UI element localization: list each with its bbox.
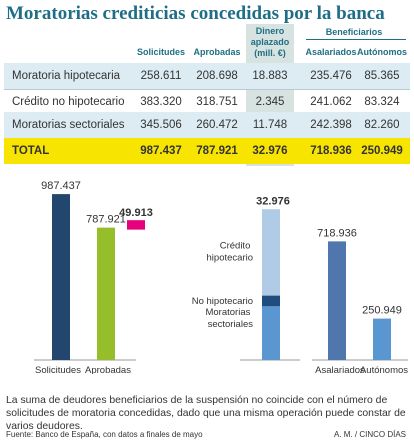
cell-autonomos: 250.949 [361, 145, 403, 157]
segment-label-hipotecario-line2: hipotecario [207, 252, 253, 263]
cell-asalariados: 235.476 [310, 70, 352, 82]
cell-dinero: 32.976 [252, 145, 288, 157]
header-autonomos: Autónomos [357, 47, 407, 57]
cell-solicitudes: 383.320 [140, 96, 182, 108]
bar-solicitudes [52, 194, 70, 360]
bar-aprobadas [97, 227, 115, 360]
bar-label-solicitudes: 987.437 [41, 180, 81, 192]
segment-hipotecario [262, 209, 280, 296]
page-title: Moratorias crediticias concedidas por la… [6, 3, 385, 24]
segment-label-hipotecario: Crédito hipotecario [207, 240, 253, 263]
cell-asalariados: 241.062 [310, 96, 352, 108]
cell-autonomos: 83.324 [364, 96, 400, 108]
credit: A. M. / CINCO DÍAS [333, 430, 406, 439]
cell-solicitudes: 987.437 [140, 145, 182, 157]
header-dinero-line2: aplazado [250, 37, 290, 47]
cell-dinero: 11.748 [252, 119, 288, 131]
header-dinero-line3: (mill. €) [254, 48, 286, 58]
header-dinero: Dinero aplazado (mill. €) [246, 26, 294, 59]
header-beneficiarios: Beneficiarios [325, 27, 383, 37]
charts-area: 987.437 787.921 49.913 Solicitudes Aprob… [34, 180, 408, 374]
header-dinero-line1: Dinero [255, 26, 285, 36]
cell-aprobadas: 260.472 [196, 119, 238, 131]
segment-sectoriales [262, 306, 280, 360]
table-row: Crédito no hipotecario 383.320 318.751 2… [4, 89, 410, 115]
bar-label-aprobadas: 787.921 [86, 214, 126, 226]
cell-asalariados: 718.936 [310, 145, 352, 157]
category-label-solicitudes: Solicitudes [35, 365, 81, 374]
row-label: Moratoria hipotecaria [12, 70, 121, 82]
header-asalariados: Asalariados [305, 47, 357, 57]
header-solicitudes: Solicitudes [136, 47, 185, 57]
table-row-total: TOTAL 987.437 787.921 32.976 718.936 250… [4, 138, 410, 164]
bar-difference [127, 220, 145, 230]
footnote: La suma de deudores beneficiarios de la … [6, 395, 406, 432]
cell-aprobadas: 318.751 [196, 96, 238, 108]
stack-total-label: 32.976 [256, 195, 290, 207]
cell-dinero: 2.345 [255, 96, 285, 108]
row-label: Crédito no hipotecario [12, 96, 125, 108]
cell-solicitudes: 345.506 [140, 119, 182, 131]
category-label-aprobadas: Aprobadas [85, 365, 131, 374]
bar-label-difference: 49.913 [119, 207, 153, 219]
table-row: Moratoria hipotecaria 258.611 208.698 18… [4, 63, 410, 89]
source-note: Fuente: Banco de España, con datos a fin… [6, 430, 203, 439]
header-aprobadas: Aprobadas [193, 47, 241, 57]
bar-autonomos [373, 318, 391, 360]
segment-no-hipotecario [262, 295, 280, 307]
segment-label-sectoriales-line1: Moratorias [205, 307, 250, 318]
segment-label-sectoriales: Moratorias sectoriales [205, 307, 253, 330]
cell-autonomos: 85.365 [364, 70, 400, 82]
bar-label-autonomos: 250.949 [362, 305, 402, 317]
table-row: Moratorias sectoriales 345.506 260.472 1… [4, 112, 410, 138]
cell-solicitudes: 258.611 [140, 70, 182, 82]
row-label: Moratorias sectoriales [12, 119, 125, 131]
row-divider [4, 89, 410, 90]
header-beneficiarios-rule [306, 39, 406, 40]
bar-label-asalariados: 718.936 [317, 227, 357, 239]
row-label: TOTAL [12, 145, 50, 157]
segment-label-no-hipotecario: No hipotecario [192, 296, 253, 307]
bar-asalariados [328, 241, 346, 360]
segment-label-sectoriales-line2: sectoriales [208, 319, 254, 330]
cell-aprobadas: 787.921 [196, 145, 238, 157]
cell-autonomos: 82.260 [364, 119, 400, 131]
segment-label-hipotecario-line1: Crédito [220, 240, 251, 251]
cell-aprobadas: 208.698 [196, 70, 238, 82]
category-label-autonomos: Autónomos [360, 365, 408, 374]
cell-asalariados: 242.398 [310, 119, 352, 131]
category-label-asalariados: Asalariados [315, 365, 365, 374]
cell-dinero: 18.883 [252, 70, 288, 82]
